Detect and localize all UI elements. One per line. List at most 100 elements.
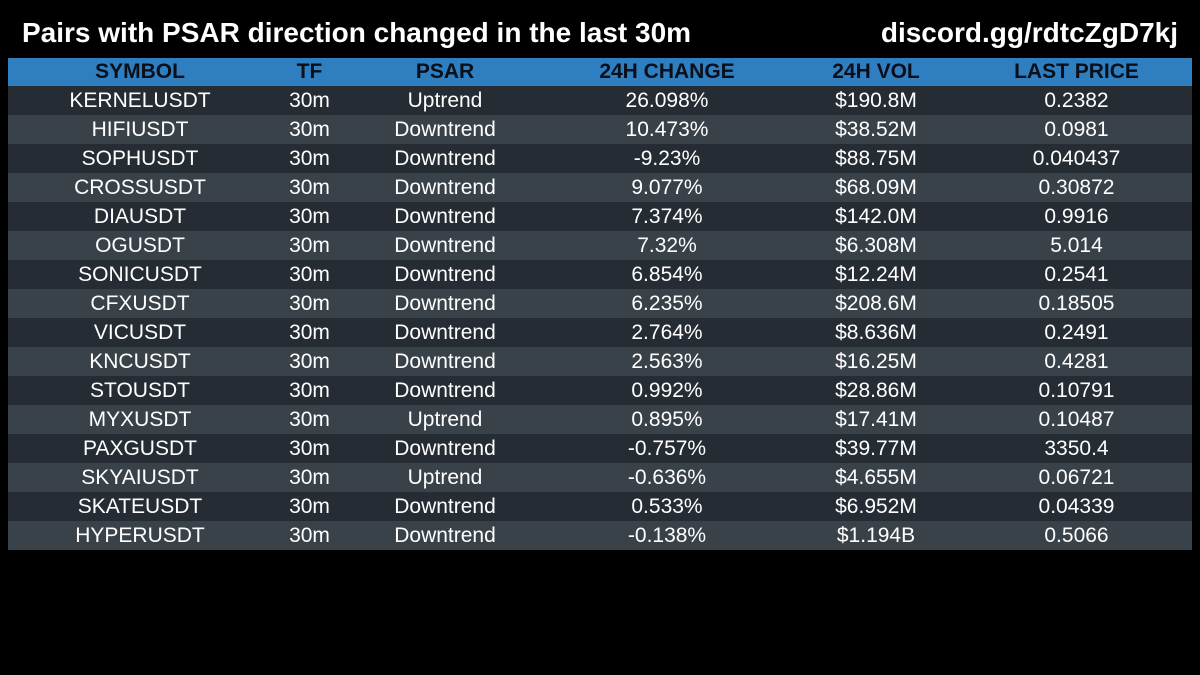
column-header-24h-vol[interactable]: 24H VOL [791, 58, 961, 86]
volume-cell: $17.41M [791, 405, 961, 434]
psar-cell: Downtrend [347, 173, 543, 202]
table-row: SKYAIUSDT 30m Uptrend -0.636% $4.655M 0.06721 [8, 463, 1192, 492]
change-cell: -9.23% [543, 144, 791, 173]
symbol-cell: SKYAIUSDT [8, 463, 272, 492]
psar-cell: Downtrend [347, 115, 543, 144]
symbol-cell: HIFIUSDT [8, 115, 272, 144]
table-body: KERNELUSDT 30m Uptrend 26.098% $190.8M 0.2382… [8, 86, 1192, 550]
change-cell: 9.077% [543, 173, 791, 202]
column-header-24h-change[interactable]: 24H CHANGE [543, 58, 791, 86]
tf-cell: 30m [272, 347, 347, 376]
volume-cell: $6.952M [791, 492, 961, 521]
price-cell: 0.2491 [961, 318, 1192, 347]
table-row: HYPERUSDT 30m Downtrend -0.138% $1.194B 0.506… [8, 521, 1192, 550]
psar-cell: Downtrend [347, 434, 543, 463]
symbol-cell: SONICUSDT [8, 260, 272, 289]
volume-cell: $142.0M [791, 202, 961, 231]
tf-cell: 30m [272, 405, 347, 434]
tf-cell: 30m [272, 260, 347, 289]
change-cell: -0.757% [543, 434, 791, 463]
volume-cell: $6.308M [791, 231, 961, 260]
table-row: MYXUSDT 30m Uptrend 0.895% $17.41M 0.10487 [8, 405, 1192, 434]
change-cell: 6.235% [543, 289, 791, 318]
symbol-cell: KNCUSDT [8, 347, 272, 376]
table-row: SONICUSDT 30m Downtrend 6.854% $12.24M 0.2541 [8, 260, 1192, 289]
price-cell: 0.2541 [961, 260, 1192, 289]
tf-cell: 30m [272, 492, 347, 521]
psar-cell: Uptrend [347, 86, 543, 115]
page-title: Pairs with PSAR direction changed in the… [22, 17, 692, 48]
psar-table: SYMBOL TF PSAR 24H CHANGE 24H VOL LAST P… [8, 58, 1192, 550]
price-cell: 0.0981 [961, 115, 1192, 144]
table-header-row: SYMBOL TF PSAR 24H CHANGE 24H VOL LAST P… [8, 58, 1192, 86]
change-cell: 2.764% [543, 318, 791, 347]
psar-cell: Downtrend [347, 521, 543, 550]
price-cell: 0.06721 [961, 463, 1192, 492]
psar-cell: Uptrend [347, 463, 543, 492]
volume-cell: $208.6M [791, 289, 961, 318]
price-cell: 0.040437 [961, 144, 1192, 173]
table-row: KNCUSDT 30m Downtrend 2.563% $16.25M 0.4281 [8, 347, 1192, 376]
price-cell: 0.18505 [961, 289, 1192, 318]
column-header-psar[interactable]: PSAR [347, 58, 543, 86]
psar-cell: Downtrend [347, 289, 543, 318]
price-cell: 0.5066 [961, 521, 1192, 550]
table-row: OGUSDT 30m Downtrend 7.32% $6.308M 5.014 [8, 231, 1192, 260]
tf-cell: 30m [272, 202, 347, 231]
tf-cell: 30m [272, 521, 347, 550]
change-cell: -0.138% [543, 521, 791, 550]
tf-cell: 30m [272, 318, 347, 347]
psar-cell: Downtrend [347, 202, 543, 231]
change-cell: 10.473% [543, 115, 791, 144]
discord-link[interactable]: discord.gg/rdtcZgD7kj [880, 17, 1178, 48]
psar-cell: Downtrend [347, 347, 543, 376]
volume-cell: $8.636M [791, 318, 961, 347]
volume-cell: $190.8M [791, 86, 961, 115]
tf-cell: 30m [272, 115, 347, 144]
table-row: CFXUSDT 30m Downtrend 6.235% $208.6M 0.18505 [8, 289, 1192, 318]
symbol-cell: STOUSDT [8, 376, 272, 405]
symbol-cell: KERNELUSDT [8, 86, 272, 115]
tf-cell: 30m [272, 434, 347, 463]
table-row: SKATEUSDT 30m Downtrend 0.533% $6.952M 0.0433… [8, 492, 1192, 521]
price-cell: 0.10791 [961, 376, 1192, 405]
symbol-cell: PAXGUSDT [8, 434, 272, 463]
psar-cell: Downtrend [347, 231, 543, 260]
tf-cell: 30m [272, 173, 347, 202]
tf-cell: 30m [272, 289, 347, 318]
symbol-cell: DIAUSDT [8, 202, 272, 231]
psar-cell: Downtrend [347, 318, 543, 347]
price-cell: 5.014 [961, 231, 1192, 260]
column-header-last-price[interactable]: LAST PRICE [961, 58, 1192, 86]
table-row: PAXGUSDT 30m Downtrend -0.757% $39.77M 3350.4 [8, 434, 1192, 463]
table-row: CROSSUSDT 30m Downtrend 9.077% $68.09M 0.3087… [8, 173, 1192, 202]
tf-cell: 30m [272, 376, 347, 405]
psar-cell: Downtrend [347, 260, 543, 289]
column-header-symbol[interactable]: SYMBOL [8, 58, 272, 86]
symbol-cell: CROSSUSDT [8, 173, 272, 202]
tf-cell: 30m [272, 231, 347, 260]
volume-cell: $4.655M [791, 463, 961, 492]
psar-cell: Uptrend [347, 405, 543, 434]
symbol-cell: MYXUSDT [8, 405, 272, 434]
column-header-tf[interactable]: TF [272, 58, 347, 86]
price-cell: 0.4281 [961, 347, 1192, 376]
table-row: DIAUSDT 30m Downtrend 7.374% $142.0M 0.9916 [8, 202, 1192, 231]
volume-cell: $38.52M [791, 115, 961, 144]
change-cell: 0.533% [543, 492, 791, 521]
change-cell: 6.854% [543, 260, 791, 289]
table-row: VICUSDT 30m Downtrend 2.764% $8.636M 0.2491 [8, 318, 1192, 347]
change-cell: 7.374% [543, 202, 791, 231]
change-cell: 2.563% [543, 347, 791, 376]
symbol-cell: SOPHUSDT [8, 144, 272, 173]
volume-cell: $68.09M [791, 173, 961, 202]
volume-cell: $88.75M [791, 144, 961, 173]
table-row: HIFIUSDT 30m Downtrend 10.473% $38.52M 0.0981 [8, 115, 1192, 144]
price-cell: 0.9916 [961, 202, 1192, 231]
symbol-cell: SKATEUSDT [8, 492, 272, 521]
volume-cell: $16.25M [791, 347, 961, 376]
psar-cell: Downtrend [347, 376, 543, 405]
change-cell: 0.992% [543, 376, 791, 405]
tf-cell: 30m [272, 86, 347, 115]
